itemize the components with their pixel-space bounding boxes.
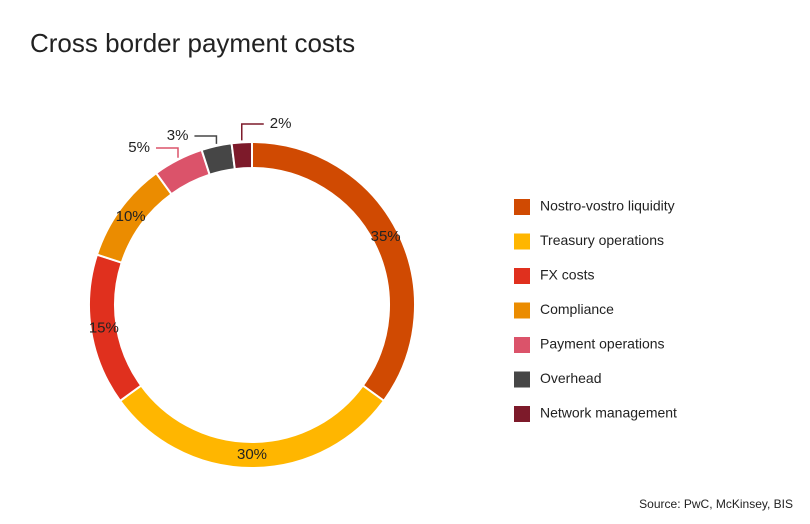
- leader-line: [155, 147, 179, 158]
- data-label: 5%: [128, 139, 150, 156]
- legend-swatch: [514, 302, 530, 319]
- source: Source: PwC, McKinsey, BIS: [639, 497, 793, 511]
- data-label: 15%: [89, 319, 119, 336]
- leader-line: [241, 123, 264, 141]
- legend-swatch: [514, 233, 530, 250]
- legend-label: Treasury operations: [540, 232, 664, 248]
- slice: [230, 140, 253, 171]
- legend-swatch: [514, 199, 530, 215]
- legend-label: Payment operations: [540, 336, 665, 352]
- legend-label: FX costs: [540, 267, 594, 283]
- legend-label: Compliance: [540, 301, 614, 317]
- data-label: 2%: [270, 115, 292, 132]
- chart-title: Cross border payment costs: [30, 28, 355, 58]
- legend-label: Network management: [540, 405, 677, 421]
- data-label: 30%: [237, 446, 267, 463]
- data-label: 3%: [167, 127, 189, 144]
- legend-swatch: [514, 268, 530, 284]
- leader-line: [194, 135, 218, 144]
- data-label: 10%: [116, 208, 146, 225]
- legend-swatch: [514, 406, 530, 422]
- legend-label: Nostro-vostro liquidity: [540, 198, 675, 214]
- legend-label: Overhead: [540, 370, 601, 386]
- data-label: 35%: [371, 228, 401, 245]
- legend-swatch: [514, 371, 530, 388]
- slice: [251, 140, 416, 403]
- legend-swatch: [514, 337, 530, 353]
